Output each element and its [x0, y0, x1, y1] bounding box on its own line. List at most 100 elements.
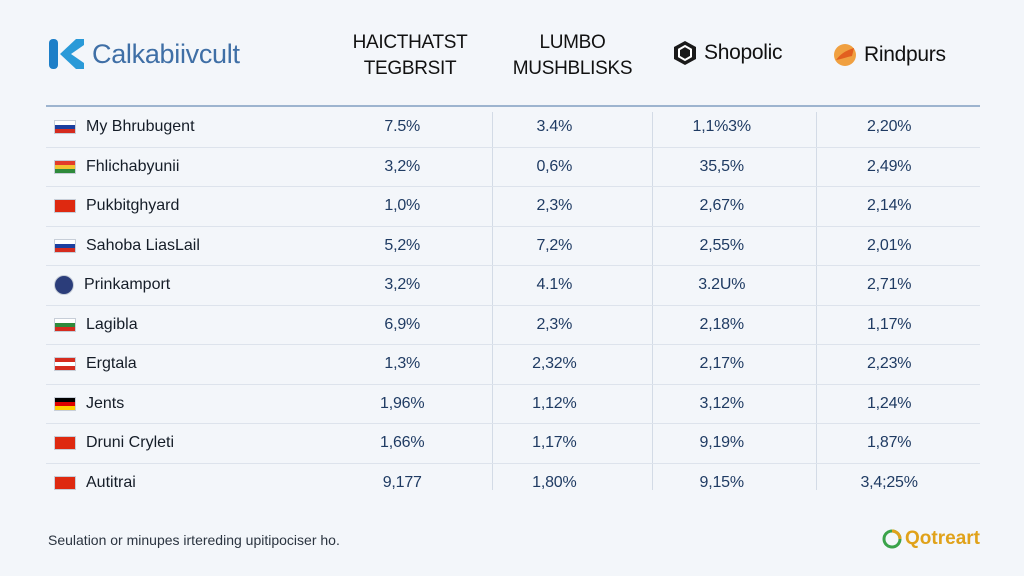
column-header-2: LUMBO MUSHBLISKS — [500, 30, 645, 82]
footer-brand: Qotreart — [881, 528, 980, 550]
value-cell: 2,67% — [699, 197, 745, 215]
value-cell: 9,15% — [699, 473, 745, 491]
row-name: Sahoba LiasLail — [86, 236, 200, 254]
column-divider — [816, 112, 817, 490]
value-cell: 3,2% — [384, 157, 421, 175]
flag-icon — [54, 357, 76, 372]
value-cell: 1,66% — [380, 434, 425, 452]
table-row: Sahoba LiasLail 5,2% 7,2% 2,55% 2,01% — [46, 227, 980, 266]
value-cell: 3,2% — [384, 276, 421, 294]
brand-name: Calkabiivcult — [92, 38, 240, 69]
value-cell: 1,87% — [866, 434, 912, 452]
value-cell: 3.4% — [536, 118, 573, 136]
value-cell: 2,18% — [699, 315, 745, 333]
flag-icon — [54, 436, 76, 451]
value-cell: 2,71% — [866, 276, 912, 294]
value-cell: 6,9% — [384, 315, 421, 333]
row-label: My Bhrubugent — [46, 118, 341, 136]
row-name: Lagibla — [86, 315, 138, 333]
row-label: Druni Cryleti — [46, 434, 341, 452]
table-row: Lagibla 6,9% 2,3% 2,18% 1,17% — [46, 306, 980, 345]
flag-icon — [54, 120, 76, 135]
value-cell: 3,12% — [699, 394, 745, 412]
column-header-2-line2: MUSHBLISKS — [512, 58, 633, 79]
value-cell: 2,14% — [866, 197, 912, 215]
footer-logo-icon — [882, 529, 902, 549]
table-row: Autitrai 9,177 1,80% 9,15% 3,4;25% — [46, 464, 980, 503]
value-cell: 1,17% — [866, 315, 912, 333]
table-row: Druni Cryleti 1,66% 1,17% 9,19% 1,87% — [46, 424, 980, 464]
column-header-4-label: Rindpurs — [864, 43, 946, 66]
value-cell: 2,20% — [866, 118, 912, 136]
row-name: Ergtala — [86, 355, 137, 373]
column-divider — [652, 112, 653, 490]
value-cell: 1,12% — [532, 394, 577, 412]
value-cell: 2,01% — [866, 236, 912, 254]
flag-icon — [54, 199, 76, 214]
column-header-2-line1: LUMBO — [539, 32, 606, 53]
flag-icon — [54, 275, 74, 296]
flag-icon — [54, 238, 76, 253]
value-cell: 7.5% — [384, 118, 421, 136]
footer-brand-name: Qotreart — [905, 528, 980, 549]
brand-logo-icon — [49, 39, 84, 69]
table-row: Pukbitghyard 1,0% 2,3% 2,67% 2,14% — [46, 187, 980, 227]
row-label: Prinkamport — [46, 275, 341, 296]
row-label: Lagibla — [46, 316, 341, 334]
table-row: Fhlichabyunii 3,2% 0,6% 35,5% 2,49% — [46, 148, 980, 187]
row-name: Fhlichabyunii — [86, 157, 180, 175]
column-divider — [492, 112, 493, 490]
row-name: My Bhrubugent — [86, 118, 195, 136]
value-cell: 1,1%3% — [692, 118, 752, 136]
value-cell: 35,5% — [699, 157, 745, 175]
value-cell: 1,3% — [384, 355, 421, 373]
value-cell: 1,17% — [532, 434, 577, 452]
value-cell: 9,177 — [382, 473, 422, 491]
value-cell: 1,96% — [380, 394, 425, 412]
row-name: Jents — [86, 394, 125, 412]
column-header-3: Shopolic — [672, 40, 802, 66]
value-cell: 2,32% — [532, 355, 577, 373]
brand: Calkabiivcult — [46, 34, 240, 74]
header-divider — [46, 105, 980, 107]
orange-swirl-logo-icon — [834, 44, 856, 66]
column-header-1-line1: HAICTHATST — [352, 32, 468, 53]
table-row: Prinkamport 3,2% 4.1% 3.2U% 2,71% — [46, 266, 980, 306]
row-label: Autitrai — [46, 474, 341, 492]
value-cell: 2,49% — [866, 157, 912, 175]
row-name: Pukbitghyard — [86, 197, 180, 215]
column-header-3-label: Shopolic — [704, 41, 783, 64]
flag-icon — [54, 475, 76, 490]
table-row: My Bhrubugent 7.5% 3.4% 1,1%3% 2,20% — [46, 108, 980, 148]
table-row: Jents 1,96% 1,12% 3,12% 1,24% — [46, 385, 980, 424]
flag-icon — [54, 317, 76, 332]
flag-icon — [54, 396, 76, 411]
table-row: Ergtala 1,3% 2,32% 2,17% 2,23% — [46, 345, 980, 385]
column-header-4: Rindpurs — [832, 42, 972, 68]
value-cell: 2,3% — [536, 315, 573, 333]
flag-icon — [54, 159, 76, 174]
hexagon-logo-icon — [674, 41, 696, 65]
value-cell: 3.2U% — [698, 276, 746, 294]
value-cell: 3,4;25% — [860, 473, 918, 491]
value-cell: 0,6% — [536, 157, 573, 175]
value-cell: 2,55% — [699, 236, 745, 254]
data-table: My Bhrubugent 7.5% 3.4% 1,1%3% 2,20% Fhlichab… — [46, 108, 980, 502]
value-cell: 9,19% — [699, 434, 745, 452]
value-cell: 2,17% — [699, 355, 745, 373]
row-label: Ergtala — [46, 355, 341, 373]
row-label: Sahoba LiasLail — [46, 237, 341, 255]
row-name: Autitrai — [86, 473, 136, 491]
value-cell: 1,0% — [384, 197, 421, 215]
footnote: Seulation or minupes irtereding upitipoc… — [48, 532, 340, 548]
row-name: Druni Cryleti — [86, 434, 175, 452]
row-name: Prinkamport — [84, 276, 171, 294]
row-label: Jents — [46, 395, 341, 413]
value-cell: 2,23% — [866, 355, 912, 373]
value-cell: 5,2% — [384, 236, 421, 254]
value-cell: 2,3% — [536, 197, 573, 215]
row-label: Pukbitghyard — [46, 197, 341, 215]
row-label: Fhlichabyunii — [46, 158, 341, 176]
value-cell: 4.1% — [536, 276, 573, 294]
value-cell: 7,2% — [536, 236, 573, 254]
